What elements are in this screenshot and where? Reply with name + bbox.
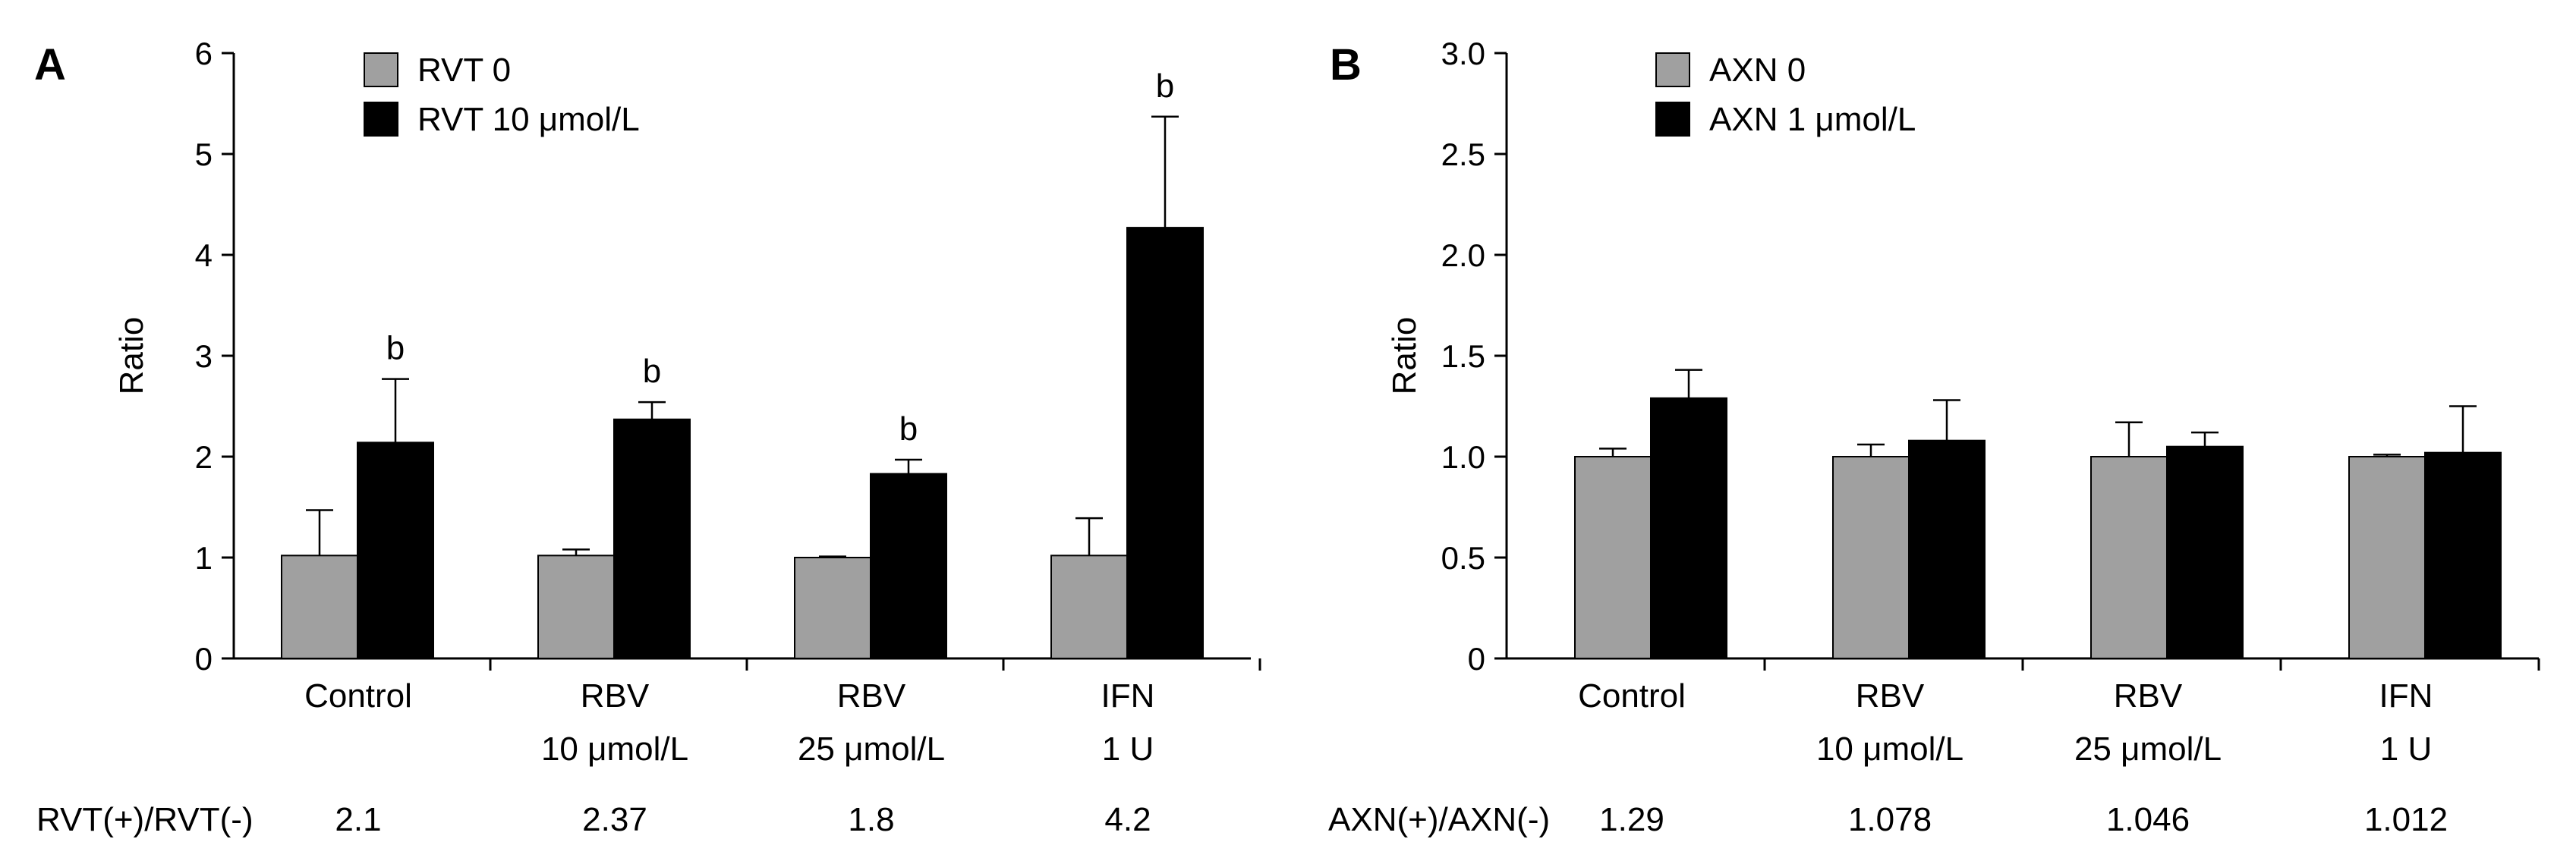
y-tick-label: 6 xyxy=(195,36,213,71)
bar xyxy=(1832,456,1910,659)
ratio-value: 1.078 xyxy=(1848,801,1932,838)
x-category-sublabel: 25 μmol/L xyxy=(798,730,945,768)
ratio-value: 1.8 xyxy=(848,801,894,838)
bar xyxy=(1574,456,1652,659)
bar xyxy=(613,418,691,659)
ratio-value: 2.37 xyxy=(582,801,647,838)
x-category-label: RBV xyxy=(837,677,906,715)
x-category-sublabel: 25 μmol/L xyxy=(2074,730,2222,768)
bar xyxy=(1908,439,1986,659)
x-category-sublabel: 10 μmol/L xyxy=(541,730,688,768)
y-tick-label: 2 xyxy=(195,439,213,475)
x-category-label: RBV xyxy=(1856,677,1925,715)
y-tick-label: 2.5 xyxy=(1441,137,1485,172)
bar xyxy=(2424,451,2502,659)
bar xyxy=(2090,456,2168,659)
bar xyxy=(2166,445,2244,659)
legend-label: RVT 0 xyxy=(417,52,511,89)
legend-swatch xyxy=(1655,52,1690,87)
ratio-value: 2.1 xyxy=(335,801,381,838)
bar xyxy=(1050,555,1128,660)
y-axis-title: Ratio xyxy=(1386,317,1423,395)
panel-a-label: A xyxy=(34,40,66,90)
bar xyxy=(870,473,947,659)
legend-label: AXN 1 μmol/L xyxy=(1709,101,1916,138)
x-category-label: Control xyxy=(304,677,412,715)
y-tick-label: 3 xyxy=(195,338,213,374)
ratio-value: 4.2 xyxy=(1104,801,1151,838)
x-category-label: IFN xyxy=(1101,677,1155,715)
ratio-value: 1.29 xyxy=(1599,801,1664,838)
panel-b-label: B xyxy=(1330,40,1362,90)
y-tick-label: 4 xyxy=(195,237,213,273)
significance-label: b xyxy=(899,410,918,448)
bar xyxy=(1126,227,1204,659)
y-tick-label: 1 xyxy=(195,540,213,576)
significance-label: b xyxy=(643,353,661,390)
bar xyxy=(2348,456,2426,659)
significance-label: b xyxy=(386,330,405,367)
x-category-sublabel: 1 U xyxy=(2380,730,2432,768)
bar xyxy=(794,557,871,659)
legend-label: AXN 0 xyxy=(1709,52,1806,89)
x-category-label: Control xyxy=(1578,677,1686,715)
y-axis-title: Ratio xyxy=(113,317,150,395)
x-category-label: IFN xyxy=(2379,677,2433,715)
x-category-sublabel: 10 μmol/L xyxy=(1816,730,1963,768)
bar xyxy=(357,441,434,659)
legend-swatch xyxy=(364,102,398,137)
panel-b-chart: 0 0.5 1.0 1.5 2.0 2.5 3.0 Ratio Control 1.29 RBV 10… xyxy=(1328,36,2540,838)
y-tick-label: 2.0 xyxy=(1441,237,1485,273)
y-tick-label: 1.5 xyxy=(1441,338,1485,374)
y-tick-label: 3.0 xyxy=(1441,36,1485,71)
panel-a-chart: 0 1 2 3 4 5 6 Ratio b Control 2.1 b RBV 10 μmol/L 2.37… xyxy=(36,36,1261,838)
legend-swatch xyxy=(364,52,398,87)
x-category-label: RBV xyxy=(2114,677,2183,715)
bar xyxy=(1650,397,1727,659)
y-tick-label: 0 xyxy=(195,641,213,677)
y-tick-label: 5 xyxy=(195,137,213,172)
ratio-value: 1.046 xyxy=(2106,801,2190,838)
ratio-row-label: RVT(+)/RVT(-) xyxy=(36,801,254,838)
bar xyxy=(281,555,358,660)
ratio-value: 1.012 xyxy=(2364,801,2448,838)
y-tick-label: 0.5 xyxy=(1441,540,1485,576)
legend-swatch xyxy=(1655,102,1690,137)
ratio-row-label: AXN(+)/AXN(-) xyxy=(1328,801,1550,838)
x-category-sublabel: 1 U xyxy=(1102,730,1154,768)
y-tick-label: 1.0 xyxy=(1441,439,1485,475)
x-category-label: RBV xyxy=(581,677,650,715)
legend-label: RVT 10 μmol/L xyxy=(417,101,640,138)
significance-label: b xyxy=(1156,68,1174,105)
bar xyxy=(537,555,615,660)
y-tick-label: 0 xyxy=(1468,641,1485,677)
